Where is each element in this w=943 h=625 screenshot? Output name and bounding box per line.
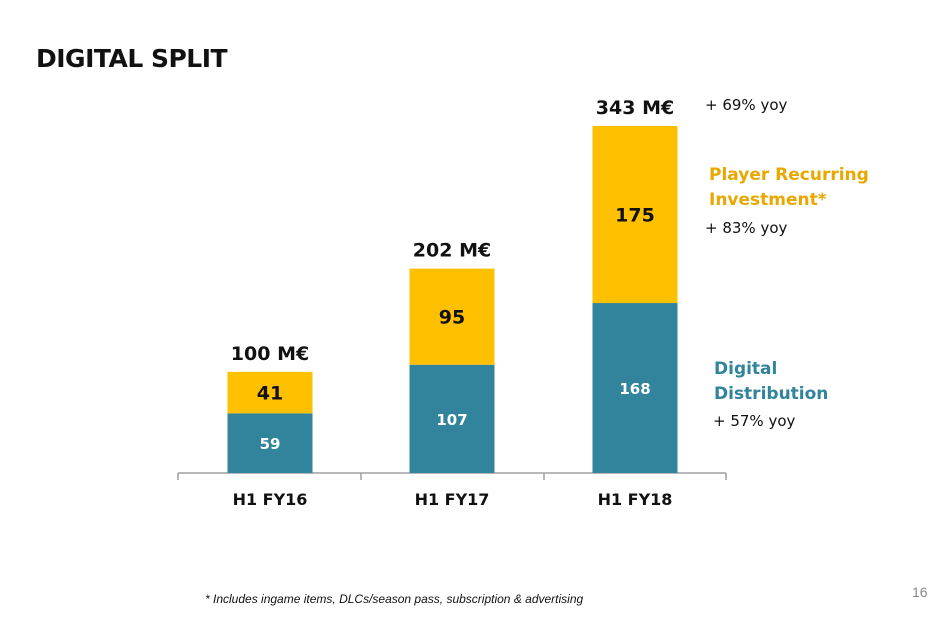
legend-distribution-line2: Distribution <box>714 384 829 404</box>
total-label: 343 M€ <box>596 97 674 119</box>
bar-segment-recurring <box>409 268 495 365</box>
data-label-distribution: 59 <box>260 435 281 453</box>
total-yoy-label: + 69% yoy <box>705 96 788 114</box>
legend-recurring-line1: Player Recurring <box>709 165 869 185</box>
total-label: 202 M€ <box>413 240 491 262</box>
data-label-distribution: 107 <box>436 411 467 429</box>
total-label: 100 M€ <box>231 343 309 365</box>
bar-segment-distribution <box>592 303 678 473</box>
bar-segment-distribution <box>227 413 313 473</box>
bar-segment-recurring <box>592 126 678 304</box>
data-label-recurring: 95 <box>439 307 465 329</box>
footnote: * Includes ingame items, DLCs/season pas… <box>205 592 584 606</box>
data-label-recurring: 175 <box>615 205 655 227</box>
page-title: DIGITAL SPLIT <box>36 44 228 73</box>
page-number: 16 <box>912 584 928 600</box>
recurring-yoy-label: + 83% yoy <box>705 219 788 237</box>
legend-distribution-line1: Digital <box>714 359 778 379</box>
bar-segment-recurring <box>227 371 313 414</box>
distribution-yoy-label: + 57% yoy <box>713 412 796 430</box>
x-tick-label: H1 FY18 <box>598 490 673 509</box>
x-tick-label: H1 FY16 <box>233 490 308 509</box>
bar-segment-distribution <box>409 364 495 473</box>
legend-recurring-line2: Investment* <box>709 190 827 210</box>
legend-recurring: Player Recurring Investment* <box>709 163 869 213</box>
legend-distribution: Digital Distribution <box>714 357 828 407</box>
data-label-distribution: 168 <box>619 380 650 398</box>
x-tick-label: H1 FY17 <box>415 490 490 509</box>
data-label-recurring: 41 <box>257 383 283 405</box>
